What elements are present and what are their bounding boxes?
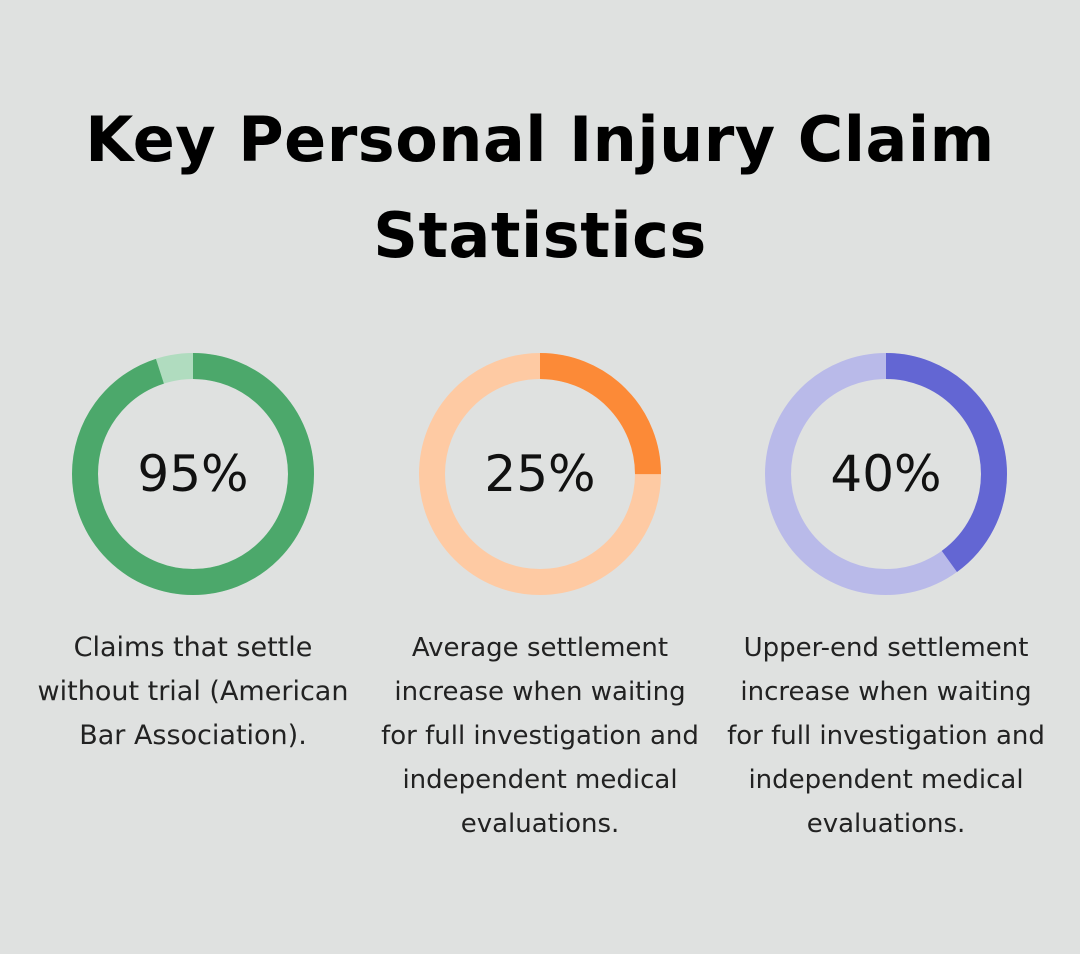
page-title: Key Personal Injury Claim Statistics — [85, 103, 995, 272]
stat-card-2: 25% Average settlement increase when wai… — [380, 352, 700, 846]
donut-chart-1: 95% — [71, 352, 315, 596]
donut-1-value-arc — [72, 353, 314, 595]
donut-2-svg — [419, 353, 661, 595]
donut-2-value-arc — [419, 353, 661, 595]
stat-2-caption: Average settlement increase when waiting… — [381, 633, 699, 839]
stat-card-1: 95% Claims that settle without trial (Am… — [33, 352, 353, 758]
donut-3-value-label: 40% — [830, 445, 942, 503]
stat-card-3: 40% Upper-end settlement increase when w… — [726, 352, 1046, 846]
stat-3-caption: Upper-end settlement increase when waiti… — [727, 633, 1045, 839]
donut-1-svg — [72, 353, 314, 595]
donut-2-value-label: 25% — [484, 445, 596, 503]
donut-chart-3: 40% — [764, 352, 1008, 596]
donut-3-value-arc — [765, 353, 1007, 595]
stat-1-caption: Claims that settle without trial (Americ… — [37, 632, 349, 751]
donut-1-value-label: 95% — [137, 445, 249, 503]
donut-chart-2: 25% — [418, 352, 662, 596]
donut-3-svg — [765, 353, 1007, 595]
